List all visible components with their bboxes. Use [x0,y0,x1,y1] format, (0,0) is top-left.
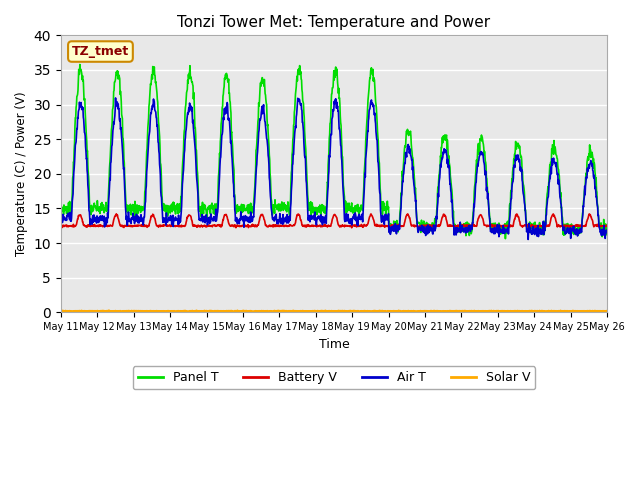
Panel T [502,236,509,241]
Title: Tonzi Tower Met: Temperature and Power: Tonzi Tower Met: Temperature and Power [177,15,491,30]
Battery V [491,223,499,229]
Air T [539,227,547,233]
Solar V [604,309,611,314]
Solar V [105,308,113,313]
Air T [57,223,65,229]
Line: Air T: Air T [61,98,607,240]
Air T [419,226,427,232]
Y-axis label: Temperature (C) / Power (V): Temperature (C) / Power (V) [15,92,28,256]
Panel T [419,223,427,229]
Battery V [348,225,355,230]
Line: Battery V: Battery V [61,214,607,228]
Battery V [539,223,547,229]
Solar V [491,309,499,314]
Solar V [166,309,173,314]
Air T [490,225,498,230]
Panel T [604,230,611,236]
Air T [240,224,248,230]
Line: Panel T: Panel T [61,64,607,239]
Panel T [57,200,65,205]
Battery V [179,223,187,229]
Solar V [539,308,547,314]
X-axis label: Time: Time [319,337,349,351]
Solar V [349,309,357,315]
Battery V [604,222,611,228]
Air T [179,177,187,183]
Air T [112,95,120,101]
Panel T [166,204,173,210]
Solar V [240,309,248,315]
Panel T [240,206,248,212]
Line: Solar V: Solar V [61,311,607,312]
Solar V [420,308,428,314]
Battery V [240,223,248,228]
Air T [604,229,611,235]
Solar V [57,309,65,314]
Battery V [420,224,428,229]
Battery V [57,222,65,228]
Text: TZ_tmet: TZ_tmet [72,45,129,58]
Panel T [179,159,187,165]
Solar V [179,309,187,314]
Air T [524,237,532,242]
Panel T [76,61,84,67]
Panel T [539,232,547,238]
Panel T [490,222,498,228]
Battery V [166,223,173,228]
Battery V [113,211,120,216]
Legend: Panel T, Battery V, Air T, Solar V: Panel T, Battery V, Air T, Solar V [132,366,536,389]
Air T [166,215,173,221]
